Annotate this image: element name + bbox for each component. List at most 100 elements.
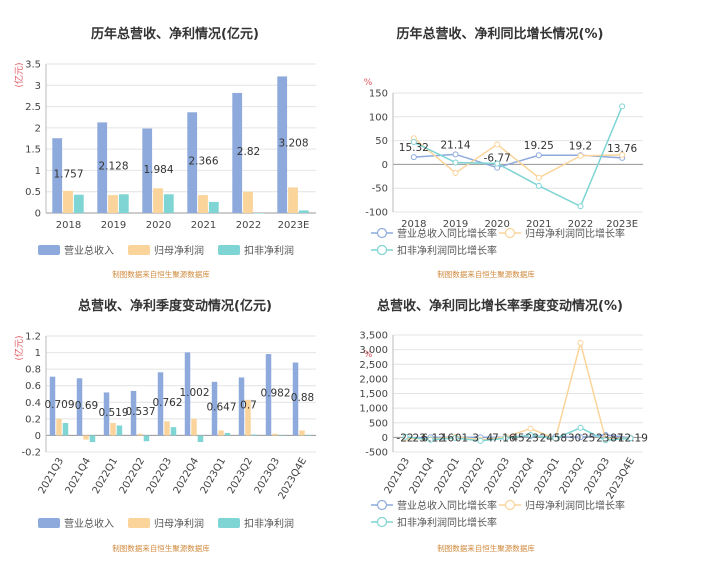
data-label: 0.88 xyxy=(291,392,314,404)
point-3-2023Q3 xyxy=(602,437,609,444)
legend-label[interactable]: 扣非净利润 xyxy=(244,517,294,530)
data-label: 23 xyxy=(412,432,425,444)
x-tick-label: 2019 xyxy=(443,219,468,230)
x-tick-label: 2023Q3 xyxy=(253,456,282,496)
y-unit-label: (亿元) xyxy=(13,335,25,360)
bar-1-2021Q3 xyxy=(49,376,56,436)
y-tick-label: 3,500 xyxy=(359,331,388,342)
bar-3-2021 xyxy=(208,201,219,213)
bar-3-2023E xyxy=(298,210,309,213)
legend-swatch[interactable] xyxy=(128,518,150,528)
bar-2-2023Q4E xyxy=(299,430,305,436)
data-label: -22 xyxy=(396,432,413,444)
bar-3-2018 xyxy=(73,194,84,213)
y-tick-label: 0.8 xyxy=(25,365,41,376)
y-tick-label: 0.5 xyxy=(25,187,41,198)
legend-marker[interactable] xyxy=(376,244,388,256)
bar-3-2022Q1 xyxy=(116,425,123,436)
x-tick-label: 2021 xyxy=(526,219,551,230)
data-label: 24 xyxy=(540,432,554,444)
legend-swatch[interactable] xyxy=(38,245,60,255)
y-tick-label: 100 xyxy=(369,112,388,123)
series-line-2 xyxy=(413,137,623,179)
bar-2-2023E xyxy=(288,187,298,213)
point-3-2021Q4 xyxy=(427,436,434,443)
legend-swatch[interactable] xyxy=(218,245,240,255)
bar-1-2022Q4 xyxy=(184,352,191,436)
legend-label[interactable]: 归母净利润 xyxy=(154,517,204,530)
x-tick-label: 2023E xyxy=(278,220,310,231)
y-tick-label: 1 xyxy=(35,166,41,177)
x-tick-label: 2021 xyxy=(191,220,216,231)
point-2-2022Q4 xyxy=(527,425,534,432)
legend-label[interactable]: 营业总收入 xyxy=(64,244,114,257)
y-tick-label: 0 xyxy=(35,431,41,442)
legend-label[interactable]: 归母净利润同比增长率 xyxy=(525,499,625,512)
bar-2-2022Q2 xyxy=(137,433,143,436)
legend-label[interactable]: 扣非净利润同比增长率 xyxy=(397,516,497,529)
data-label: 13.76 xyxy=(607,143,637,155)
source-note: 制图数据来自恒生聚源数据库 xyxy=(437,269,535,279)
point-3-2022Q2 xyxy=(477,437,484,444)
bar-3-2022Q3 xyxy=(170,427,177,436)
point-1-2021 xyxy=(535,152,542,159)
legend-marker[interactable] xyxy=(376,227,388,239)
legend-label[interactable]: 营业总收入 xyxy=(64,517,114,530)
x-tick-label: 2023Q4E xyxy=(277,456,310,501)
data-label: 7.16 xyxy=(492,432,516,444)
bar-2-2020 xyxy=(153,188,163,213)
y-unit-label: % xyxy=(364,78,373,88)
bar-1-2022Q2 xyxy=(130,390,137,436)
point-2-2022 xyxy=(577,152,584,159)
bar-1-2022 xyxy=(232,92,243,213)
legend-label[interactable]: 归母净利润同比增长率 xyxy=(525,227,625,240)
bar-3-2022Q2 xyxy=(143,435,150,442)
data-label: 0.537 xyxy=(125,406,155,418)
legend-marker[interactable] xyxy=(504,227,516,239)
legend-marker[interactable] xyxy=(376,516,388,528)
point-1-2019 xyxy=(452,151,459,158)
y-tick-label: 2,000 xyxy=(359,374,388,385)
data-label: 1.757 xyxy=(53,169,83,181)
legend-swatch[interactable] xyxy=(38,518,60,528)
legend-label[interactable]: 扣非净利润 xyxy=(244,244,294,257)
point-2-2023Q2 xyxy=(577,339,584,346)
bar-1-2022Q1 xyxy=(103,392,110,436)
legend-swatch[interactable] xyxy=(218,518,240,528)
legend-label[interactable]: 扣非净利润同比增长率 xyxy=(397,244,497,257)
bar-2-2022 xyxy=(243,191,253,213)
data-label: 23 xyxy=(525,432,538,444)
legend-swatch[interactable] xyxy=(128,245,150,255)
y-tick-label: 0 xyxy=(382,433,388,444)
data-label: 0.709 xyxy=(44,399,74,411)
point-2-2020 xyxy=(494,141,501,148)
legend-marker[interactable] xyxy=(376,499,388,511)
data-label: 21.14 xyxy=(440,139,470,151)
data-label: 15.32 xyxy=(399,142,429,154)
legend-label[interactable]: 归母净利润 xyxy=(154,244,204,257)
y-tick-label: 1.5 xyxy=(25,145,41,156)
bar-1-2023Q1 xyxy=(211,381,218,436)
point-3-2023Q4E xyxy=(627,435,634,442)
legend-label[interactable]: 营业总收入同比增长率 xyxy=(397,227,497,240)
bar-2-2021Q3 xyxy=(56,418,62,436)
point-3-2022Q3 xyxy=(502,435,509,442)
x-tick-label: 2018 xyxy=(56,220,81,231)
source-note: 制图数据来自恒生聚源数据库 xyxy=(437,543,535,553)
bar-2-2021 xyxy=(198,195,208,213)
legend-label[interactable]: 营业总收入同比增长率 xyxy=(397,499,497,512)
y-tick-label: 2,500 xyxy=(359,360,388,371)
data-label: 0.762 xyxy=(152,397,182,409)
bar-1-2023E xyxy=(277,76,288,214)
data-label: 01 xyxy=(455,432,468,444)
x-tick-label: 2023E xyxy=(606,219,638,230)
data-label: 30 xyxy=(568,432,581,444)
legend-marker[interactable] xyxy=(504,499,516,511)
y-tick-label: 500 xyxy=(369,418,388,429)
data-label: 2.128 xyxy=(98,161,128,173)
data-label: 19.2 xyxy=(569,140,592,152)
y-tick-label: 0.6 xyxy=(25,381,41,392)
data-label: 25 xyxy=(582,432,595,444)
